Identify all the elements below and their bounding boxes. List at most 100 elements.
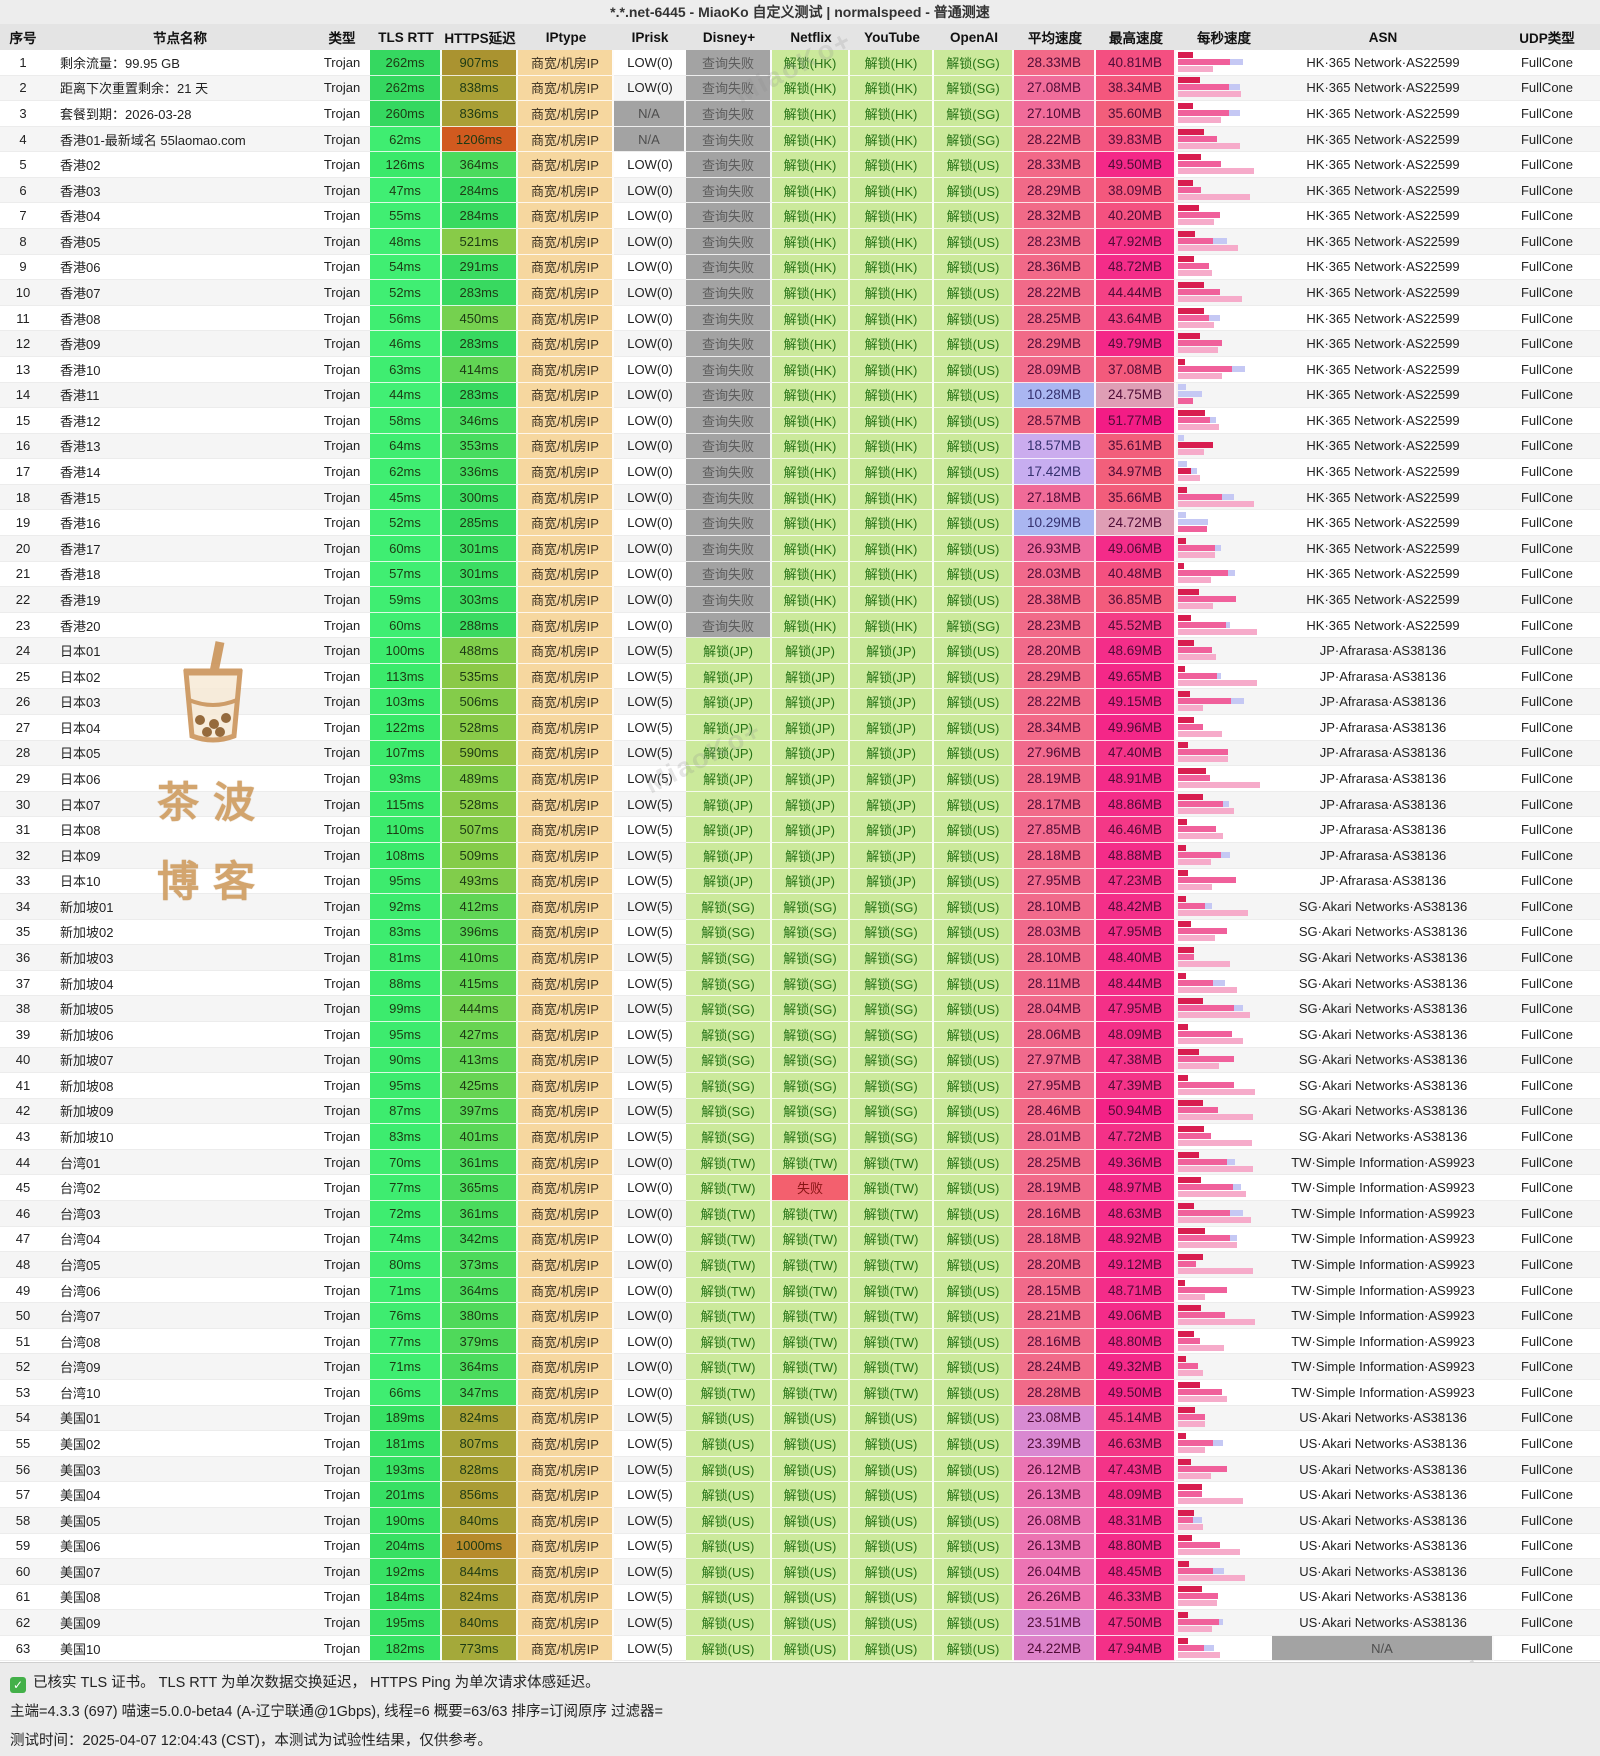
cell-iptype: 商宽/机房IP	[518, 1584, 614, 1611]
cell-openai: 解锁(US)	[934, 561, 1014, 588]
cell-asn: HK·365 Network·AS22599	[1272, 254, 1494, 281]
cell-max-speed: 48.72MB	[1096, 254, 1176, 281]
cell-speed-bars	[1176, 1149, 1272, 1176]
cell-max-speed: 48.63MB	[1096, 1201, 1176, 1227]
cell-youtube: 解锁(HK)	[850, 331, 934, 357]
cell-udp-type: FullCone	[1494, 663, 1600, 690]
cell-node-name: 新加坡03	[46, 945, 314, 971]
cell-tls-rtt: 47ms	[370, 177, 442, 204]
cell-avg-speed: 26.13MB	[1014, 1533, 1096, 1560]
cell-netflix: 解锁(US)	[772, 1635, 850, 1662]
cell-openai: 解锁(US)	[934, 715, 1014, 741]
speed-bar	[1178, 1600, 1217, 1607]
cell-speed-bars	[1176, 510, 1272, 536]
cell-udp-type: FullCone	[1494, 535, 1600, 562]
cell-max-speed: 49.32MB	[1096, 1354, 1176, 1381]
cell-type: Trojan	[314, 1149, 370, 1176]
speed-bar	[1178, 819, 1187, 826]
speed-bar	[1178, 1644, 1214, 1651]
cell-asn: HK·365 Network·AS22599	[1272, 459, 1494, 485]
cell-tls-rtt: 115ms	[370, 791, 442, 818]
cell-max-speed: 48.44MB	[1096, 970, 1176, 997]
cell-disney: 查询失败	[686, 254, 772, 281]
cell-iprisk: LOW(0)	[614, 229, 686, 255]
cell-iprisk: N/A	[614, 101, 686, 127]
cell-iprisk: LOW(0)	[614, 1226, 686, 1253]
cell-udp-type: FullCone	[1494, 229, 1600, 255]
cell-speed-bars	[1176, 689, 1272, 716]
cell-udp-type: FullCone	[1494, 1252, 1600, 1278]
speed-bar	[1178, 1279, 1185, 1286]
cell-tls-rtt: 90ms	[370, 1047, 442, 1074]
cell-node-name: 距离下次重置剩余：21 天	[46, 75, 314, 102]
speed-bar	[1178, 219, 1214, 226]
cell-max-speed: 48.45MB	[1096, 1559, 1176, 1585]
speed-bar	[1178, 333, 1200, 340]
cell-index: 32	[0, 842, 46, 869]
cell-type: Trojan	[314, 1277, 370, 1304]
cell-youtube: 解锁(HK)	[850, 433, 934, 460]
cell-iptype: 商宽/机房IP	[518, 510, 614, 536]
cell-node-name: 香港07	[46, 280, 314, 306]
cell-asn: US·Akari Networks·AS38136	[1272, 1482, 1494, 1508]
cell-type: Trojan	[314, 305, 370, 332]
speed-bar	[1178, 365, 1245, 372]
cell-openai: 解锁(US)	[934, 945, 1014, 971]
cell-disney: 解锁(SG)	[686, 1124, 772, 1150]
cell-udp-type: FullCone	[1494, 740, 1600, 767]
speed-bar	[1178, 1414, 1205, 1421]
cell-udp-type: FullCone	[1494, 766, 1600, 792]
cell-https-latency: 844ms	[442, 1559, 518, 1585]
speed-bar	[1178, 526, 1207, 533]
cell-speed-bars	[1176, 254, 1272, 281]
cell-disney: 查询失败	[686, 587, 772, 613]
cell-avg-speed: 23.08MB	[1014, 1405, 1096, 1432]
cell-disney: 解锁(SG)	[686, 1098, 772, 1125]
cell-speed-bars	[1176, 459, 1272, 485]
cell-index: 46	[0, 1201, 46, 1227]
cell-iprisk: LOW(5)	[614, 715, 686, 741]
cell-speed-bars	[1176, 1047, 1272, 1074]
cell-https-latency: 450ms	[442, 305, 518, 332]
cell-youtube: 解锁(SG)	[850, 970, 934, 997]
cell-disney: 解锁(TW)	[686, 1226, 772, 1253]
cell-openai: 解锁(US)	[934, 1201, 1014, 1227]
cell-netflix: 解锁(US)	[772, 1584, 850, 1611]
cell-node-name: 香港02	[46, 152, 314, 178]
cell-netflix: 解锁(HK)	[772, 510, 850, 536]
cell-https-latency: 840ms	[442, 1610, 518, 1636]
cell-type: Trojan	[314, 1252, 370, 1278]
cell-netflix: 解锁(HK)	[772, 203, 850, 230]
cell-index: 21	[0, 561, 46, 588]
cell-iptype: 商宽/机房IP	[518, 689, 614, 716]
cell-disney: 解锁(US)	[686, 1482, 772, 1508]
cell-avg-speed: 28.15MB	[1014, 1277, 1096, 1304]
speed-bar	[1178, 921, 1191, 928]
speed-bar	[1178, 1433, 1186, 1439]
cell-iptype: 商宽/机房IP	[518, 1533, 614, 1560]
speed-bar	[1178, 647, 1212, 654]
cell-https-latency: 301ms	[442, 535, 518, 562]
cell-openai: 解锁(US)	[934, 766, 1014, 792]
cell-tls-rtt: 108ms	[370, 842, 442, 869]
speed-bar	[1178, 1574, 1245, 1581]
cell-youtube: 解锁(HK)	[850, 280, 934, 306]
cell-youtube: 解锁(SG)	[850, 1098, 934, 1125]
speed-bar	[1178, 1209, 1243, 1216]
cell-iprisk: LOW(5)	[614, 1021, 686, 1048]
cell-udp-type: FullCone	[1494, 1047, 1600, 1074]
cell-type: Trojan	[314, 612, 370, 639]
cell-netflix: 解锁(SG)	[772, 1124, 850, 1150]
cell-disney: 解锁(TW)	[686, 1354, 772, 1381]
column-header-6: IPrisk	[614, 24, 686, 50]
cell-node-name: 香港11	[46, 382, 314, 409]
cell-index: 27	[0, 715, 46, 741]
cell-iprisk: LOW(0)	[614, 382, 686, 409]
cell-udp-type: FullCone	[1494, 1098, 1600, 1125]
footer: ✓ 已核实 TLS 证书。 TLS RTT 为单次数据交换延迟， HTTPS Pi…	[0, 1662, 1600, 1756]
cell-https-latency: 346ms	[442, 408, 518, 434]
cell-disney: 查询失败	[686, 331, 772, 357]
cell-type: Trojan	[314, 510, 370, 536]
cell-disney: 解锁(TW)	[686, 1277, 772, 1304]
cell-tls-rtt: 181ms	[370, 1431, 442, 1457]
